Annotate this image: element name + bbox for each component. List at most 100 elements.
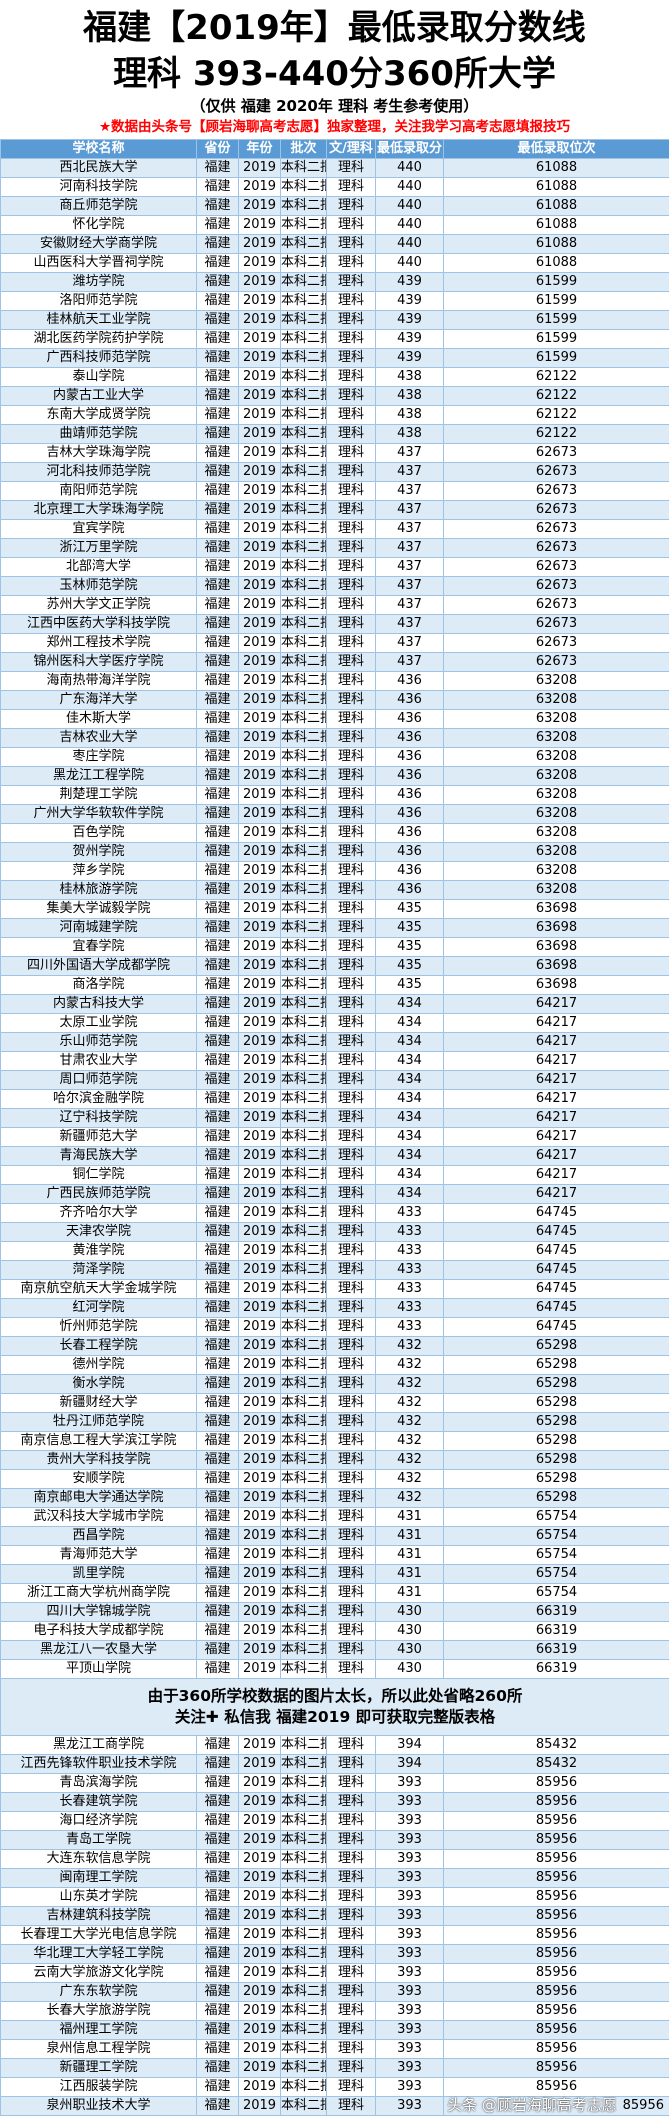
cell-subject: 理科 bbox=[327, 1584, 376, 1603]
cell-min-rank: 66319 bbox=[444, 1660, 669, 1679]
cell-province: 福建 bbox=[197, 539, 239, 558]
cell-subject: 理科 bbox=[327, 1014, 376, 1033]
cell-min-score: 434 bbox=[376, 1090, 444, 1109]
cell-subject: 理科 bbox=[327, 1337, 376, 1356]
cell-school-name: 长春工程学院 bbox=[1, 1337, 197, 1356]
cell-batch: 本科二批 bbox=[281, 710, 327, 729]
cell-year: 2019 bbox=[239, 1375, 281, 1394]
cell-min-score: 393 bbox=[376, 1907, 444, 1926]
cell-min-score: 433 bbox=[376, 1318, 444, 1337]
cell-year: 2019 bbox=[239, 444, 281, 463]
cell-province: 福建 bbox=[197, 501, 239, 520]
cell-subject: 理科 bbox=[327, 1869, 376, 1888]
table-row: 南京邮电大学通达学院福建2019本科二批理科43265298 bbox=[1, 1489, 669, 1508]
cell-subject: 理科 bbox=[327, 311, 376, 330]
cell-year: 2019 bbox=[239, 1964, 281, 1983]
table-row: 山东英才学院福建2019本科二批理科39385956 bbox=[1, 1888, 669, 1907]
cell-min-rank: 62673 bbox=[444, 520, 669, 539]
cell-province: 福建 bbox=[197, 1584, 239, 1603]
cell-province: 福建 bbox=[197, 368, 239, 387]
cell-subject: 理科 bbox=[327, 539, 376, 558]
cell-min-score: 434 bbox=[376, 1147, 444, 1166]
cell-subject: 理科 bbox=[327, 672, 376, 691]
cell-school-name: 德州学院 bbox=[1, 1356, 197, 1375]
cell-year: 2019 bbox=[239, 558, 281, 577]
cell-year: 2019 bbox=[239, 311, 281, 330]
table-header-row: 学校名称 省份 年份 批次 文/理科 最低录取分 最低录取位次 bbox=[1, 140, 669, 159]
cell-min-score: 439 bbox=[376, 330, 444, 349]
cell-year: 2019 bbox=[239, 1090, 281, 1109]
cell-province: 福建 bbox=[197, 1337, 239, 1356]
table-row: 山西医科大学晋祠学院福建2019本科二批理科44061088 bbox=[1, 254, 669, 273]
cell-school-name: 齐齐哈尔大学 bbox=[1, 1204, 197, 1223]
cell-year: 2019 bbox=[239, 197, 281, 216]
cell-batch: 本科二批 bbox=[281, 1109, 327, 1128]
cell-min-score: 436 bbox=[376, 843, 444, 862]
cell-province: 福建 bbox=[197, 1185, 239, 1204]
cell-min-score: 432 bbox=[376, 1413, 444, 1432]
cell-batch: 本科二批 bbox=[281, 2002, 327, 2021]
cell-subject: 理科 bbox=[327, 1508, 376, 1527]
cell-batch: 本科二批 bbox=[281, 1546, 327, 1565]
cell-year: 2019 bbox=[239, 615, 281, 634]
cell-batch: 本科二批 bbox=[281, 1812, 327, 1831]
cell-min-rank: 65298 bbox=[444, 1470, 669, 1489]
table-row: 西昌学院福建2019本科二批理科43165754 bbox=[1, 1527, 669, 1546]
cell-min-rank: 65298 bbox=[444, 1337, 669, 1356]
cell-year: 2019 bbox=[239, 862, 281, 881]
cell-year: 2019 bbox=[239, 1508, 281, 1527]
cell-subject: 理科 bbox=[327, 1033, 376, 1052]
cell-year: 2019 bbox=[239, 1926, 281, 1945]
cell-subject: 理科 bbox=[327, 900, 376, 919]
cell-min-score: 435 bbox=[376, 976, 444, 995]
cell-min-rank: 62673 bbox=[444, 558, 669, 577]
table-row: 东南大学成贤学院福建2019本科二批理科43862122 bbox=[1, 406, 669, 425]
cell-subject: 理科 bbox=[327, 1451, 376, 1470]
cell-year: 2019 bbox=[239, 900, 281, 919]
cell-min-score: 439 bbox=[376, 292, 444, 311]
table-row: 泰山学院福建2019本科二批理科43862122 bbox=[1, 368, 669, 387]
cell-school-name: 长春大学旅游学院 bbox=[1, 2002, 197, 2021]
table-row: 宜宾学院福建2019本科二批理科43762673 bbox=[1, 520, 669, 539]
cell-school-name: 锦州医科大学医疗学院 bbox=[1, 653, 197, 672]
cell-school-name: 洛阳师范学院 bbox=[1, 292, 197, 311]
table-row: 南京航空航天大学金城学院福建2019本科二批理科43364745 bbox=[1, 1280, 669, 1299]
cell-year: 2019 bbox=[239, 1204, 281, 1223]
cell-school-name: 商丘师范学院 bbox=[1, 197, 197, 216]
table-row: 四川外国语大学成都学院福建2019本科二批理科43563698 bbox=[1, 957, 669, 976]
table-row: 北京理工大学珠海学院福建2019本科二批理科43762673 bbox=[1, 501, 669, 520]
cell-batch: 本科二批 bbox=[281, 1869, 327, 1888]
cell-province: 福建 bbox=[197, 1299, 239, 1318]
cell-batch: 本科二批 bbox=[281, 919, 327, 938]
table-row: 忻州师范学院福建2019本科二批理科43364745 bbox=[1, 1318, 669, 1337]
omission-notice-line1: 由于360所学校数据的图片太长，所以此处省略260所 bbox=[1, 1686, 669, 1707]
cell-year: 2019 bbox=[239, 349, 281, 368]
cell-province: 福建 bbox=[197, 1033, 239, 1052]
cell-subject: 理科 bbox=[327, 1394, 376, 1413]
cell-min-score: 438 bbox=[376, 406, 444, 425]
cell-school-name: 广东海洋大学 bbox=[1, 691, 197, 710]
cell-subject: 理科 bbox=[327, 482, 376, 501]
cell-min-score: 393 bbox=[376, 1964, 444, 1983]
cell-year: 2019 bbox=[239, 501, 281, 520]
cell-province: 福建 bbox=[197, 1090, 239, 1109]
cell-batch: 本科二批 bbox=[281, 1242, 327, 1261]
cell-min-score: 439 bbox=[376, 273, 444, 292]
cell-min-rank: 62673 bbox=[444, 634, 669, 653]
cell-subject: 理科 bbox=[327, 995, 376, 1014]
cell-batch: 本科二批 bbox=[281, 1166, 327, 1185]
cell-school-name: 萍乡学院 bbox=[1, 862, 197, 881]
cell-batch: 本科二批 bbox=[281, 1090, 327, 1109]
cell-subject: 理科 bbox=[327, 1109, 376, 1128]
cell-batch: 本科二批 bbox=[281, 1223, 327, 1242]
cell-province: 福建 bbox=[197, 1128, 239, 1147]
cell-year: 2019 bbox=[239, 1147, 281, 1166]
cell-min-score: 435 bbox=[376, 919, 444, 938]
table-row: 广东东软学院福建2019本科二批理科39385956 bbox=[1, 1983, 669, 2002]
cell-province: 福建 bbox=[197, 1926, 239, 1945]
cell-min-score: 393 bbox=[376, 1774, 444, 1793]
cell-school-name: 江西服装学院 bbox=[1, 2078, 197, 2097]
cell-batch: 本科二批 bbox=[281, 691, 327, 710]
cell-province: 福建 bbox=[197, 482, 239, 501]
cell-min-rank: 62673 bbox=[444, 577, 669, 596]
